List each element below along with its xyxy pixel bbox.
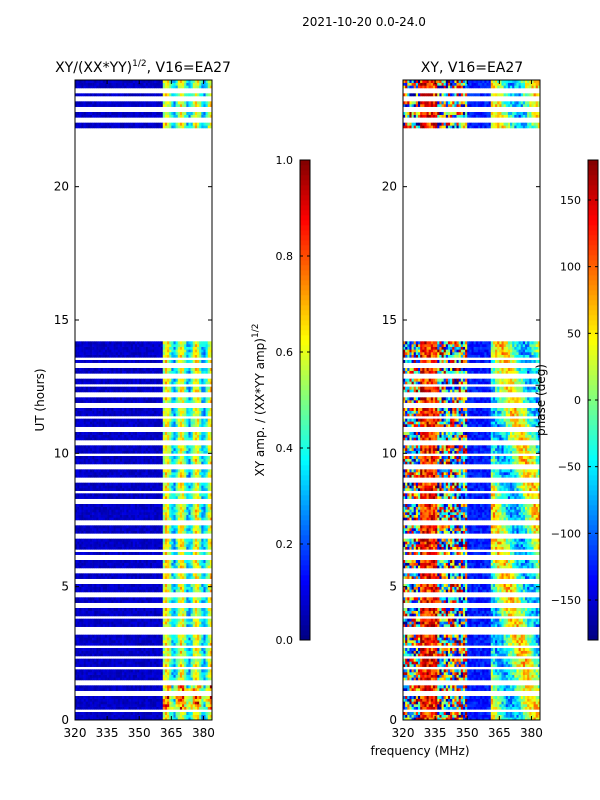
amplitude-axes: 320 335 350 365 380 0 5 10 15 20 bbox=[54, 79, 215, 740]
x-tick-label: 350 bbox=[456, 726, 479, 740]
x-tick-label: 380 bbox=[192, 726, 215, 740]
panel-amplitude: XY/(XX*YY)1/2, V16=EA27 320 335 350 365 380 0… bbox=[33, 59, 231, 740]
x-tick-label: 335 bbox=[96, 726, 119, 740]
colorbar-tick-label: 0.6 bbox=[276, 346, 294, 359]
x-tick-label: 380 bbox=[520, 726, 543, 740]
amplitude-colorbar-label: XY amp. / (XX*YY amp)1/2 bbox=[251, 324, 267, 477]
colorbar-tick-label: 0.4 bbox=[276, 442, 294, 455]
colorbar-tick-label: 0.8 bbox=[276, 250, 294, 263]
colorbar-tick-label: 1.0 bbox=[276, 154, 294, 167]
y-axis-label: UT (hours) bbox=[33, 368, 47, 431]
panel-phase: XY, V16=EA27 320 335 350 365 380 0 5 10 15 20 fre… bbox=[370, 60, 542, 758]
x-axis-label: frequency (MHz) bbox=[370, 744, 469, 758]
colorbar-tick-label: −100 bbox=[551, 527, 581, 540]
x-tick-label: 335 bbox=[424, 726, 447, 740]
y-tick-label: 5 bbox=[61, 580, 69, 594]
y-tick-label: 5 bbox=[389, 580, 397, 594]
colorbar-tick-label: 0.2 bbox=[276, 538, 294, 551]
x-tick-label: 320 bbox=[64, 726, 87, 740]
amplitude-title: XY/(XX*YY)1/2, V16=EA27 bbox=[55, 59, 231, 76]
x-tick-label: 365 bbox=[160, 726, 183, 740]
figure-title: 2021-10-20 0.0-24.0 bbox=[302, 15, 426, 29]
y-tick-label: 15 bbox=[54, 313, 69, 327]
amplitude-colorbar-scale: 0.0 0.2 0.4 0.6 0.8 1.0 bbox=[276, 154, 311, 647]
y-tick-label: 15 bbox=[382, 313, 397, 327]
y-tick-label: 0 bbox=[389, 713, 397, 727]
phase-title: XY, V16=EA27 bbox=[421, 60, 523, 76]
x-tick-label: 320 bbox=[392, 726, 415, 740]
y-tick-label: 10 bbox=[54, 446, 69, 460]
y-tick-label: 10 bbox=[382, 446, 397, 460]
amplitude-heatmap bbox=[75, 80, 213, 721]
colorbar-tick-label: 150 bbox=[560, 194, 581, 207]
phase-heatmap bbox=[403, 80, 541, 721]
phase-colorbar-scale: −150 −100 −50 0 50 100 150 bbox=[551, 159, 599, 641]
colorbar-tick-label: −150 bbox=[551, 594, 581, 607]
colorbar-tick-label: −50 bbox=[558, 461, 581, 474]
y-tick-label: 0 bbox=[61, 713, 69, 727]
x-tick-label: 350 bbox=[128, 726, 151, 740]
amplitude-colorbar: 0.0 0.2 0.4 0.6 0.8 1.0 XY amp. / (XX*YY amp)… bbox=[251, 154, 311, 647]
phase-axes: 320 335 350 365 380 0 5 10 15 20 bbox=[382, 79, 543, 740]
colorbar-tick-label: 50 bbox=[567, 327, 581, 340]
y-tick-label: 20 bbox=[54, 180, 69, 194]
colorbar-tick-label: 100 bbox=[560, 261, 581, 274]
x-tick-label: 365 bbox=[488, 726, 511, 740]
colorbar-tick-label: 0 bbox=[574, 394, 581, 407]
phase-colorbar: −150 −100 −50 0 50 100 150 phase (deg) bbox=[534, 159, 599, 641]
colorbar-tick-label: 0.0 bbox=[276, 634, 294, 647]
phase-colorbar-label: phase (deg) bbox=[534, 364, 548, 436]
y-tick-label: 20 bbox=[382, 180, 397, 194]
